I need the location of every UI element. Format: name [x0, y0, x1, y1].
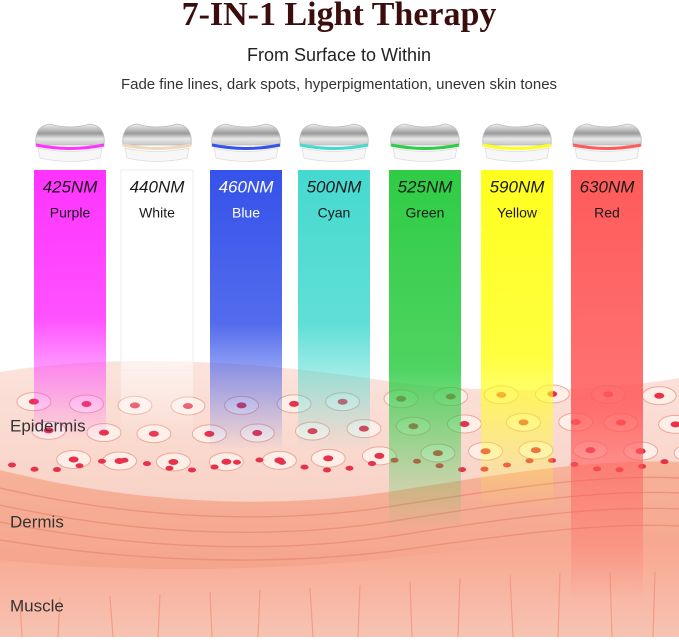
light-beams	[34, 123, 643, 600]
wavelength: 440NM	[130, 177, 186, 196]
color-name: Purple	[50, 205, 91, 221]
wavelength: 500NM	[307, 177, 363, 196]
device-base	[574, 147, 640, 162]
light-beam	[571, 170, 643, 600]
wavelength: 590NM	[490, 177, 546, 196]
color-name: Green	[406, 205, 445, 221]
wavelength: 525NM	[398, 177, 454, 196]
device-ring	[35, 143, 105, 150]
device	[35, 123, 105, 146]
device-base	[301, 147, 367, 162]
device	[572, 123, 642, 146]
device-base	[213, 147, 279, 162]
device-base	[37, 147, 103, 162]
device-ring	[572, 143, 642, 150]
light-beam	[34, 170, 106, 440]
subtitle: From Surface to Within	[247, 45, 431, 65]
tagline: Fade fine lines, dark spots, hyperpigmen…	[121, 76, 557, 93]
beam-outline	[120, 169, 194, 371]
device	[482, 123, 552, 146]
color-name: White	[139, 205, 175, 221]
layer-label: Epidermis	[10, 416, 86, 435]
device	[390, 123, 460, 146]
color-name: Red	[594, 205, 620, 221]
color-name: Yellow	[497, 205, 538, 221]
device-ring	[211, 143, 281, 150]
device-ring	[390, 143, 460, 150]
device-ring	[482, 143, 552, 150]
title: 7-IN-1 Light Therapy	[182, 0, 497, 33]
device	[122, 123, 192, 146]
device	[299, 123, 369, 146]
device-base	[124, 147, 190, 162]
device-ring	[299, 143, 369, 150]
light-beam	[481, 170, 553, 510]
light-beam	[298, 170, 370, 450]
light-beam	[389, 170, 461, 530]
color-name: Blue	[232, 205, 260, 221]
light-beam	[210, 170, 282, 450]
device-ring	[122, 143, 192, 150]
device-base	[392, 147, 458, 162]
color-name: Cyan	[318, 205, 351, 221]
layer-label: Dermis	[10, 512, 64, 531]
layer-label: Muscle	[10, 596, 64, 615]
beam-labels: 425NM Purple 440NM White 460NM Blue 500NM Cyan 5…	[43, 177, 636, 220]
wavelength: 425NM	[43, 177, 99, 196]
device-base	[484, 147, 550, 162]
wavelength: 460NM	[219, 177, 275, 196]
light-beam	[121, 170, 193, 440]
device	[211, 123, 281, 146]
wavelength: 630NM	[580, 177, 636, 196]
